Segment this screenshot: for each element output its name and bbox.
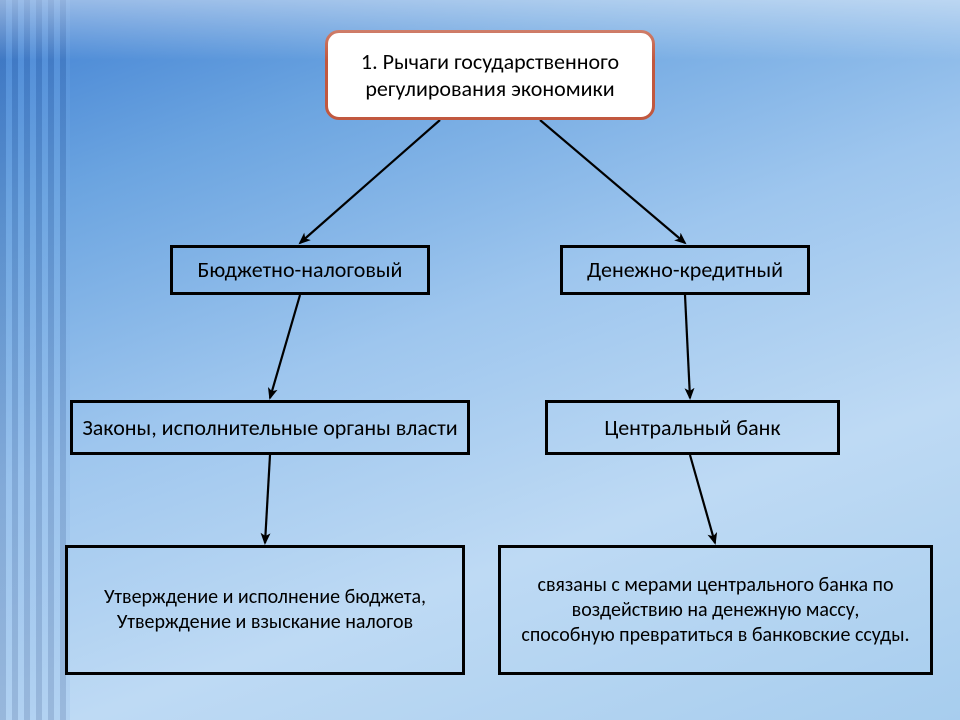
- slide-background: 1. Рычаги государственногорегулирования …: [0, 0, 960, 720]
- node-budget-taxes: Утверждение и исполнение бюджета,Утвержд…: [65, 545, 465, 675]
- node-budget-taxes-text: Утверждение и исполнение бюджета,Утвержд…: [68, 581, 462, 639]
- node-central-bank-text: Центральный банк: [548, 410, 837, 446]
- node-monetary: Денежно-кредитный: [560, 245, 810, 295]
- root-node: 1. Рычаги государственногорегулирования …: [325, 30, 655, 120]
- node-laws-text: Законы, исполнительные органы власти: [73, 410, 467, 446]
- node-money-supply-text: связаны с мерами центрального банка пово…: [501, 569, 930, 652]
- node-money-supply: связаны с мерами центрального банка пово…: [498, 545, 933, 675]
- node-monetary-text: Денежно-кредитный: [563, 252, 807, 288]
- node-laws: Законы, исполнительные органы власти: [70, 400, 470, 455]
- node-fiscal-text: Бюджетно-налоговый: [173, 252, 427, 288]
- root-node-text: 1. Рычаги государственногорегулирования …: [328, 44, 652, 107]
- node-central-bank: Центральный банк: [545, 400, 840, 455]
- node-fiscal: Бюджетно-налоговый: [170, 245, 430, 295]
